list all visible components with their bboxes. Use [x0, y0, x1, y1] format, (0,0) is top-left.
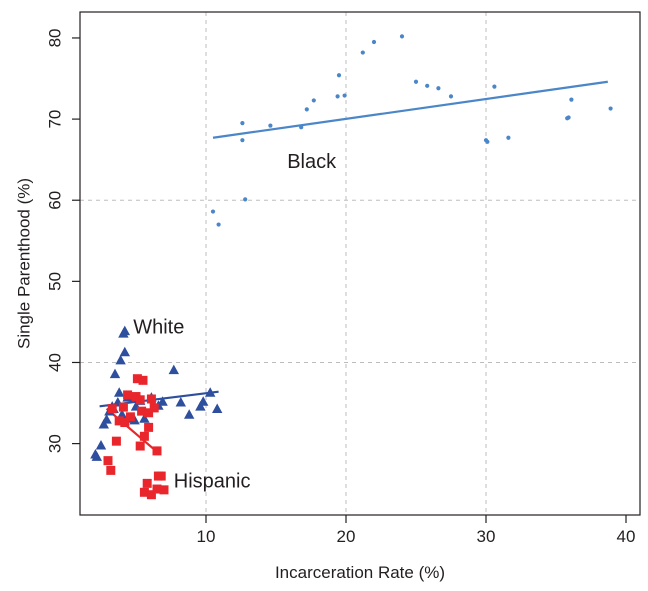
hispanic-point: [149, 403, 159, 413]
point-layer: [90, 34, 613, 500]
hispanic-trend-line: [105, 407, 161, 455]
white-point: [157, 396, 168, 406]
black-point: [492, 84, 497, 89]
hispanic-point: [125, 412, 135, 422]
hispanic-point: [135, 441, 145, 451]
black-point: [399, 34, 405, 39]
hispanic-point: [135, 395, 145, 405]
hispanic-point: [123, 390, 133, 400]
white-point: [91, 451, 102, 461]
hispanic-point: [142, 478, 152, 488]
hispanic-point: [106, 465, 116, 475]
hispanic-point: [144, 422, 154, 432]
black-point: [304, 107, 309, 112]
hispanic-point: [118, 402, 128, 412]
hispanic-point: [111, 436, 121, 446]
black-point: [566, 115, 571, 120]
black-point: [371, 39, 377, 45]
hispanic-point: [152, 484, 162, 494]
white-point: [119, 346, 130, 357]
black-point: [335, 94, 340, 99]
black-point: [413, 79, 419, 84]
hispanic-point: [137, 406, 147, 416]
hispanic-point: [107, 404, 117, 414]
white-point: [101, 414, 112, 424]
white-point: [119, 325, 130, 336]
black-point: [240, 121, 245, 126]
white-point: [139, 413, 150, 423]
hispanic-group-label: Hispanic: [174, 471, 251, 493]
black-point: [448, 94, 454, 99]
white-point: [109, 368, 121, 379]
white-point: [168, 364, 179, 375]
hispanic-point: [138, 375, 148, 385]
x-tick-label: 30: [477, 527, 496, 546]
hispanic-point: [139, 431, 149, 441]
y-axis-title: Single Parenthood (%): [15, 178, 34, 349]
black-point: [240, 138, 245, 143]
hispanic-point: [159, 485, 169, 495]
y-tick-label: 70: [46, 110, 65, 129]
black-point: [485, 139, 490, 144]
white-point: [212, 403, 223, 414]
white-point: [175, 397, 186, 407]
hispanic-point: [146, 490, 156, 500]
grid-layer: [80, 12, 640, 515]
white-point: [205, 387, 216, 397]
black-point: [608, 106, 613, 111]
black-point: [268, 123, 273, 128]
y-tick-label: 60: [46, 191, 65, 210]
x-tick-label: 10: [197, 527, 216, 546]
hispanic-point: [139, 487, 149, 497]
white-point: [95, 440, 107, 450]
black-trend-line: [212, 80, 608, 139]
black-point: [569, 97, 574, 102]
hispanic-point: [156, 471, 166, 481]
black-point: [506, 135, 511, 140]
hispanic-point: [152, 446, 162, 456]
black-point: [336, 73, 342, 78]
black-point: [311, 98, 316, 103]
y-tick-label: 40: [46, 353, 65, 372]
hispanic-point: [103, 456, 113, 466]
black-point: [243, 197, 248, 202]
y-tick-label: 30: [46, 434, 65, 453]
hispanic-point: [114, 416, 124, 426]
y-tick-label: 50: [46, 272, 65, 291]
x-tick-label: 20: [337, 527, 356, 546]
black-point: [299, 125, 304, 130]
y-tick-label: 80: [46, 29, 65, 48]
white-point: [114, 387, 125, 397]
black-point: [360, 50, 365, 55]
annotation-layer: Black White Hispanic: [133, 151, 337, 493]
black-point: [216, 222, 221, 227]
black-point: [425, 83, 430, 88]
white-point: [98, 418, 109, 429]
trend-layer: [99, 80, 608, 455]
black-point: [210, 209, 216, 214]
tick-layer: 10 20 30 40 30 40 50 60 70 80: [46, 29, 636, 546]
white-group-label: White: [133, 317, 184, 339]
white-point: [184, 409, 195, 419]
x-axis-title: Incarceration Rate (%): [275, 563, 445, 582]
black-point: [342, 93, 347, 98]
hispanic-point: [120, 418, 130, 428]
black-point: [436, 86, 441, 91]
plot-frame: [79, 11, 641, 516]
white-point: [198, 396, 209, 406]
white-point: [115, 354, 126, 365]
x-tick-label: 40: [617, 527, 636, 546]
hispanic-point: [144, 408, 154, 418]
hispanic-point: [146, 394, 156, 404]
black-group-label: Black: [287, 151, 337, 173]
hispanic-point: [132, 374, 142, 384]
white-point: [116, 409, 128, 419]
white-point: [195, 401, 206, 411]
